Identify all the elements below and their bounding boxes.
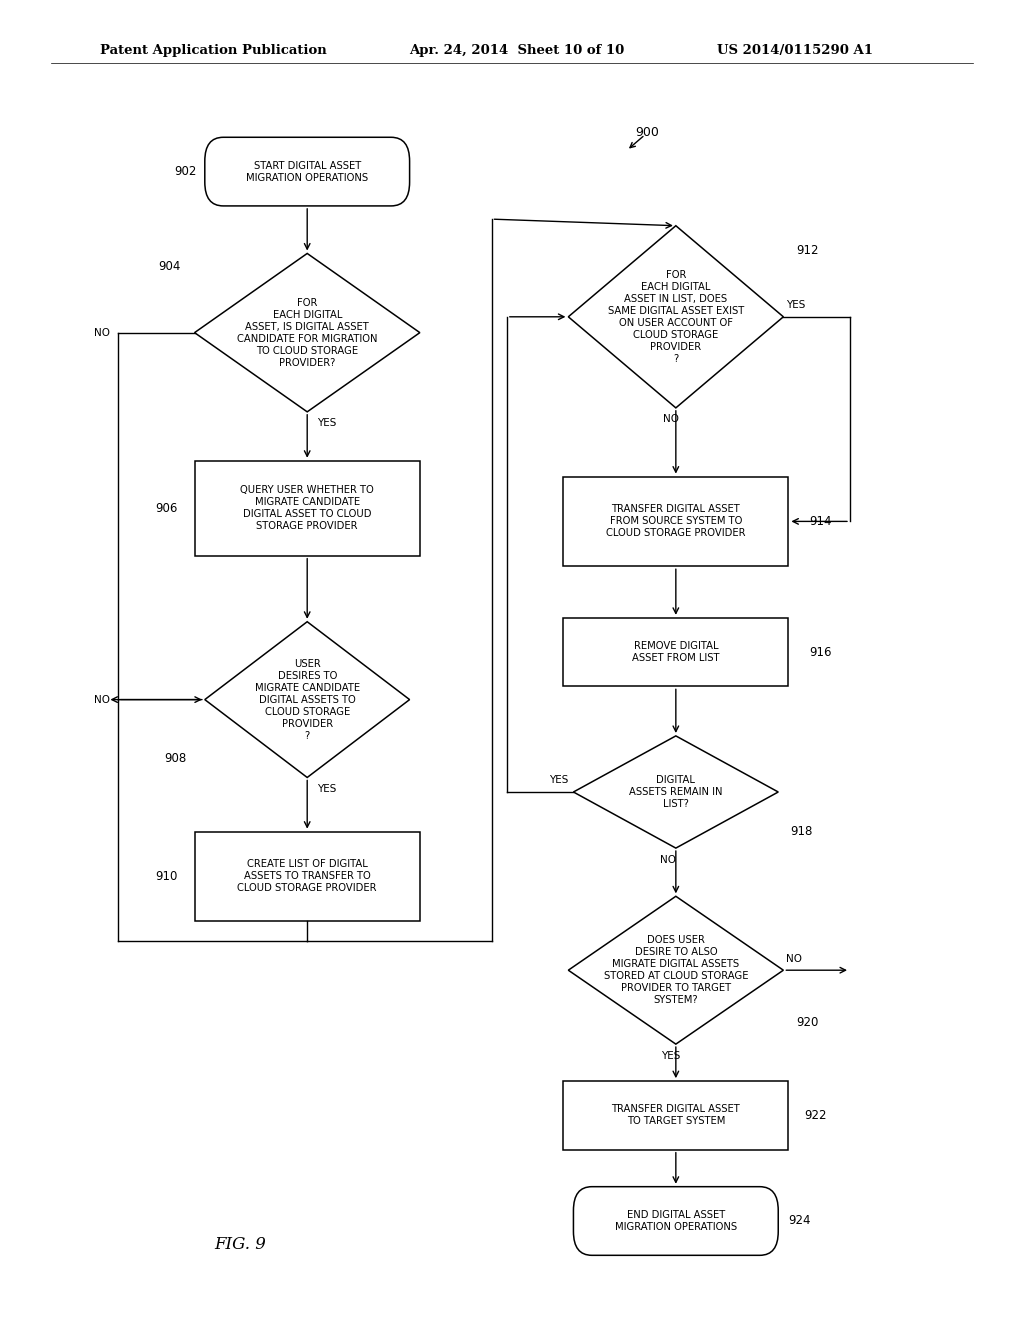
Text: TRANSFER DIGITAL ASSET
TO TARGET SYSTEM: TRANSFER DIGITAL ASSET TO TARGET SYSTEM: [611, 1105, 740, 1126]
Text: YES: YES: [786, 300, 806, 310]
Text: Apr. 24, 2014  Sheet 10 of 10: Apr. 24, 2014 Sheet 10 of 10: [410, 44, 625, 57]
Text: 902: 902: [174, 165, 197, 178]
Text: NO: NO: [93, 694, 110, 705]
Text: FOR
EACH DIGITAL
ASSET, IS DIGITAL ASSET
CANDIDATE FOR MIGRATION
TO CLOUD STORAG: FOR EACH DIGITAL ASSET, IS DIGITAL ASSET…: [237, 297, 378, 368]
Polygon shape: [205, 622, 410, 777]
Text: TRANSFER DIGITAL ASSET
FROM SOURCE SYSTEM TO
CLOUD STORAGE PROVIDER: TRANSFER DIGITAL ASSET FROM SOURCE SYSTE…: [606, 504, 745, 539]
Polygon shape: [568, 896, 783, 1044]
Text: 914: 914: [809, 515, 831, 528]
Text: FIG. 9: FIG. 9: [215, 1237, 266, 1253]
Text: START DIGITAL ASSET
MIGRATION OPERATIONS: START DIGITAL ASSET MIGRATION OPERATIONS: [246, 161, 369, 182]
Text: REMOVE DIGITAL
ASSET FROM LIST: REMOVE DIGITAL ASSET FROM LIST: [632, 642, 720, 663]
Text: 908: 908: [164, 752, 186, 766]
Text: USER
DESIRES TO
MIGRATE CANDIDATE
DIGITAL ASSETS TO
CLOUD STORAGE
PROVIDER
?: USER DESIRES TO MIGRATE CANDIDATE DIGITA…: [255, 659, 359, 741]
Text: QUERY USER WHETHER TO
MIGRATE CANDIDATE
DIGITAL ASSET TO CLOUD
STORAGE PROVIDER: QUERY USER WHETHER TO MIGRATE CANDIDATE …: [241, 486, 374, 531]
Text: NO: NO: [786, 953, 803, 964]
Bar: [195, 461, 420, 556]
Text: YES: YES: [549, 775, 568, 785]
Text: END DIGITAL ASSET
MIGRATION OPERATIONS: END DIGITAL ASSET MIGRATION OPERATIONS: [614, 1210, 737, 1232]
Text: 906: 906: [156, 502, 178, 515]
Bar: [563, 477, 788, 566]
Text: CREATE LIST OF DIGITAL
ASSETS TO TRANSFER TO
CLOUD STORAGE PROVIDER: CREATE LIST OF DIGITAL ASSETS TO TRANSFE…: [238, 859, 377, 894]
FancyBboxPatch shape: [205, 137, 410, 206]
Bar: [563, 1081, 788, 1150]
Text: NO: NO: [663, 414, 679, 425]
Polygon shape: [195, 253, 420, 412]
Text: Patent Application Publication: Patent Application Publication: [100, 44, 327, 57]
Text: DIGITAL
ASSETS REMAIN IN
LIST?: DIGITAL ASSETS REMAIN IN LIST?: [629, 775, 723, 809]
FancyBboxPatch shape: [573, 1187, 778, 1255]
Text: 912: 912: [797, 244, 819, 257]
Text: DOES USER
DESIRE TO ALSO
MIGRATE DIGITAL ASSETS
STORED AT CLOUD STORAGE
PROVIDER: DOES USER DESIRE TO ALSO MIGRATE DIGITAL…: [603, 935, 749, 1006]
Polygon shape: [568, 226, 783, 408]
Text: 922: 922: [804, 1109, 826, 1122]
Text: 920: 920: [797, 1016, 819, 1030]
Text: 916: 916: [809, 645, 831, 659]
Text: YES: YES: [317, 784, 337, 795]
Text: 904: 904: [159, 260, 181, 273]
Text: 910: 910: [156, 870, 178, 883]
Text: YES: YES: [317, 418, 337, 429]
Text: FOR
EACH DIGITAL
ASSET IN LIST, DOES
SAME DIGITAL ASSET EXIST
ON USER ACCOUNT OF: FOR EACH DIGITAL ASSET IN LIST, DOES SAM…: [607, 269, 744, 364]
Text: NO: NO: [659, 855, 676, 865]
Polygon shape: [573, 737, 778, 847]
Bar: [563, 618, 788, 686]
Text: NO: NO: [93, 327, 110, 338]
Text: 924: 924: [788, 1214, 811, 1228]
Bar: [195, 832, 420, 921]
Text: US 2014/0115290 A1: US 2014/0115290 A1: [717, 44, 872, 57]
Text: YES: YES: [662, 1051, 680, 1061]
Text: 900: 900: [635, 125, 658, 139]
Text: 918: 918: [791, 825, 813, 838]
